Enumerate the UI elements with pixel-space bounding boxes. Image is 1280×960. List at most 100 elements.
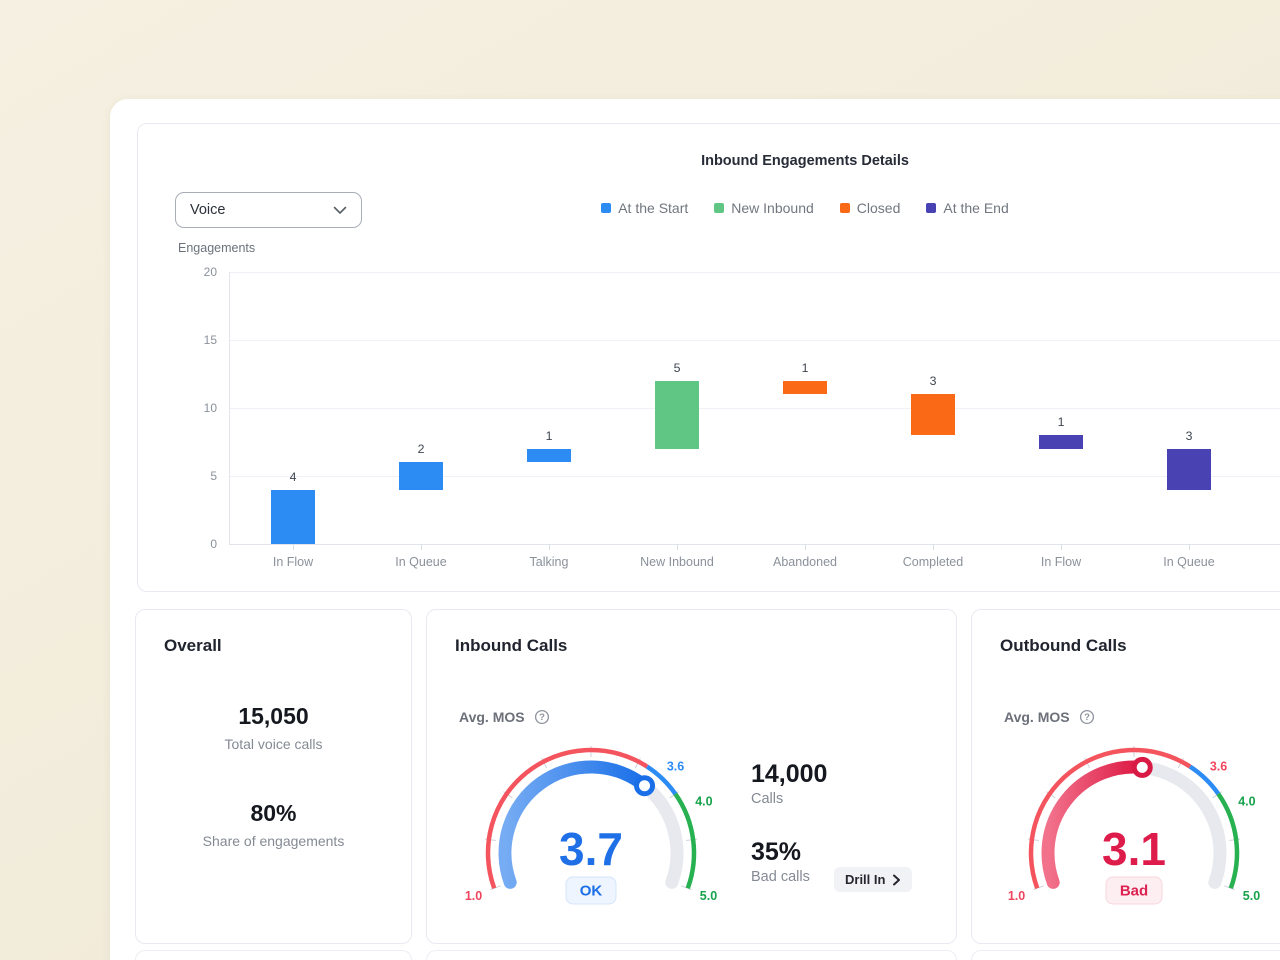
legend-swatch <box>714 203 725 213</box>
y-tick-label: 20 <box>203 265 217 279</box>
gauge-track <box>638 779 684 889</box>
next-row-card-edge <box>426 950 957 960</box>
gauge-scale-label: 4.0 <box>1238 795 1255 809</box>
gauge-status-text: OK <box>580 883 603 900</box>
inbound-calls-label: Calls <box>751 791 784 807</box>
avg-mos-label: Avg. MOS <box>459 709 525 725</box>
gauge-progress <box>498 760 652 889</box>
bar-new-inbound[interactable] <box>655 380 699 449</box>
x-category-label: Completed <box>902 555 964 569</box>
inbound-card-title: Inbound Calls <box>455 636 568 655</box>
legend-swatch <box>839 203 850 213</box>
bar-in-queue[interactable] <box>1167 448 1211 490</box>
engagements-chart-card: Inbound Engagements Details At the Start… <box>137 123 1280 592</box>
y-tick-label: 15 <box>203 333 217 347</box>
gauge-scale-segment <box>1216 792 1240 889</box>
legend-swatch <box>926 203 937 213</box>
bar-value-label: 4 <box>289 469 297 484</box>
legend-item-at-the-start[interactable]: At the Start <box>601 200 688 216</box>
outbound-calls-card: Outbound Calls Avg. MOS ? 1.0 3.6 4.0 5.0 3.… <box>971 609 1280 944</box>
bar-value-label: 1 <box>545 428 553 443</box>
gauge-knob <box>1131 756 1153 778</box>
inbound-calls-value: 14,000 <box>751 760 828 788</box>
share-engagements-stat: 80% Share of engagements <box>203 800 345 849</box>
gauge-scale-segment <box>485 747 649 889</box>
gauge-scale-label: 4.0 <box>695 795 712 809</box>
y-axis-title: Engagements <box>178 241 256 255</box>
gauge-scale-label: 5.0 <box>700 889 717 903</box>
gridline <box>229 476 1280 477</box>
gauge-scale-label: 5.0 <box>1243 889 1260 903</box>
share-engagements-value: 80% <box>250 800 297 826</box>
bar-value-label: 3 <box>929 374 937 389</box>
chart-legend: At the Start New Inbound Closed At the End <box>138 200 1280 216</box>
gauge-scale-segment <box>1188 764 1221 796</box>
legend-label: At the Start <box>618 200 689 216</box>
bar-in-flow[interactable] <box>1039 435 1083 449</box>
inbound-calls-card: Inbound Calls Avg. MOS ? 1.0 3.6 4.0 5.0 3.7… <box>426 609 957 944</box>
x-axis-line <box>229 544 1280 545</box>
bar-value-label: 5 <box>673 360 681 375</box>
bar-in-queue[interactable] <box>399 462 443 490</box>
x-category-label: Abandoned <box>773 555 837 569</box>
overall-stats: 15,050 Total voice calls 80% Share of en… <box>136 703 411 849</box>
info-icon[interactable]: ? <box>1079 709 1095 725</box>
bad-calls-label: Bad calls <box>751 869 810 885</box>
bar-talking[interactable] <box>527 448 571 463</box>
gauge-status-text: Bad <box>1120 883 1148 900</box>
drill-in-button[interactable]: Drill In <box>834 867 913 892</box>
legend-label: Closed <box>856 200 901 216</box>
y-tick-label: 0 <box>210 537 217 551</box>
gauge-scale-label: 3.6 <box>667 760 684 774</box>
bar-completed[interactable] <box>911 394 955 436</box>
chevron-right-icon <box>893 874 901 885</box>
bar-in-flow[interactable] <box>271 489 315 544</box>
gauge-scale-label: 1.0 <box>465 889 482 903</box>
legend-item-new-inbound[interactable]: New Inbound <box>714 200 814 216</box>
gridline <box>229 408 1280 409</box>
y-tick-label: 5 <box>210 469 217 483</box>
share-engagements-label: Share of engagements <box>202 833 345 849</box>
x-axis-tick <box>549 545 550 550</box>
outbound-mos-gauge: 1.0 3.6 4.0 5.0 3.1 Bad <box>1008 746 1260 905</box>
content-panel: Inbound Engagements Details At the Start… <box>110 99 1280 960</box>
legend-item-closed[interactable]: Closed <box>839 200 901 216</box>
gauge-progress <box>1041 760 1149 889</box>
bar-abandoned[interactable] <box>783 380 827 395</box>
x-category-label: New Inbound <box>640 555 714 569</box>
x-axis-tick <box>677 545 678 550</box>
channel-filter-value: Voice <box>190 202 226 218</box>
gridline <box>229 272 1280 273</box>
x-category-label: In Queue <box>395 555 447 569</box>
gauge-scale-segment <box>645 764 678 796</box>
next-row-card-edge <box>971 950 1280 960</box>
gauge-scale-segment <box>1028 747 1192 889</box>
gauge-track <box>1135 760 1227 889</box>
legend-item-at-the-end[interactable]: At the End <box>926 200 1009 216</box>
avg-mos-label: Avg. MOS <box>1004 709 1070 725</box>
x-axis-tick <box>1061 545 1062 550</box>
inbound-avg-mos-row: Avg. MOS ? <box>459 709 550 725</box>
next-row-card-edge <box>135 950 412 960</box>
overall-card-title: Overall <box>164 636 222 655</box>
total-voice-calls-stat: 15,050 Total voice calls <box>224 703 322 752</box>
x-axis-tick <box>805 545 806 550</box>
overall-card: Overall 15,050 Total voice calls 80% Sha… <box>135 609 412 944</box>
info-icon[interactable]: ? <box>534 709 550 725</box>
bar-value-label: 1 <box>1057 415 1065 430</box>
channel-filter-dropdown[interactable]: Voice <box>175 192 362 228</box>
outbound-avg-mos-row: Avg. MOS ? <box>1004 709 1095 725</box>
bar-value-label: 3 <box>1185 428 1193 443</box>
total-voice-calls-label: Total voice calls <box>224 736 323 752</box>
x-axis-tick <box>1189 545 1190 550</box>
legend-label: New Inbound <box>731 200 814 216</box>
bar-value-label: 2 <box>417 442 425 457</box>
gauge-scale-label: 1.0 <box>1008 889 1025 903</box>
bad-calls-value: 35% <box>751 838 802 866</box>
gauge-value: 3.7 <box>559 823 623 875</box>
inbound-calls-stat: 14,000 Calls <box>751 760 827 807</box>
drill-in-label: Drill In <box>845 872 886 887</box>
legend-swatch <box>601 203 612 213</box>
x-axis-tick <box>933 545 934 550</box>
